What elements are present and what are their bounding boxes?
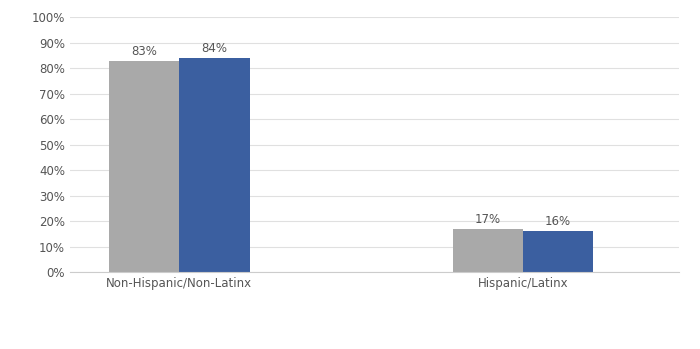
Bar bbox=[453, 229, 523, 272]
Text: 84%: 84% bbox=[202, 42, 228, 55]
Text: 17%: 17% bbox=[475, 213, 500, 226]
Text: 83%: 83% bbox=[131, 45, 157, 58]
Bar bbox=[523, 231, 593, 272]
Text: 16%: 16% bbox=[545, 215, 571, 228]
Bar bbox=[179, 58, 250, 272]
Bar bbox=[109, 61, 179, 272]
